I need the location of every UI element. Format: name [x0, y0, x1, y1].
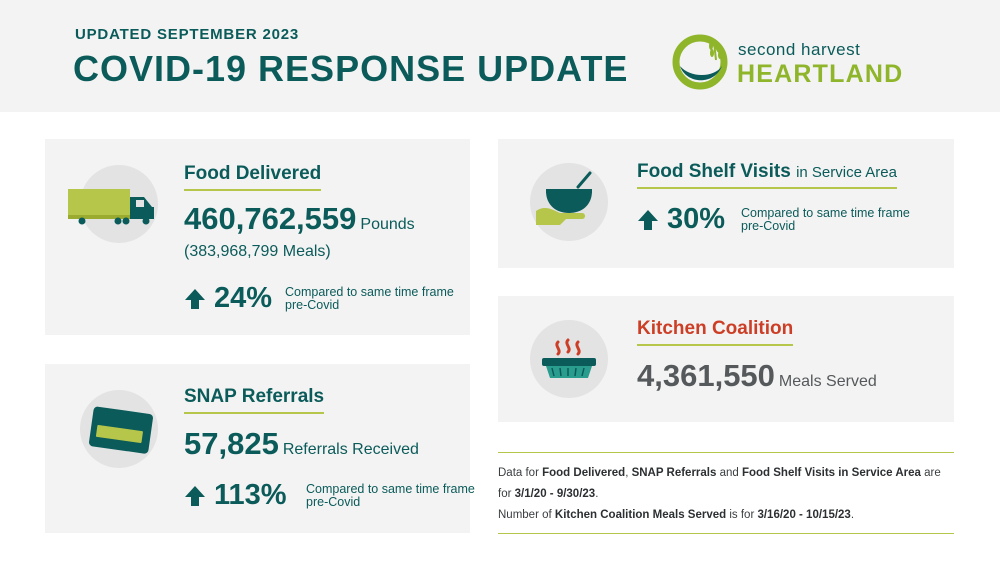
hot-dish-icon-circle [530, 320, 608, 398]
card-icon [89, 406, 153, 454]
food-shelf-visits-percent: 30% [667, 203, 726, 235]
food-delivered-change-note: Compared to same time frame pre-Covid [285, 285, 454, 312]
food-delivered-title: Food Delivered [184, 163, 322, 191]
footnote: Data for Food Delivered, SNAP Referrals … [498, 452, 954, 534]
food-delivered-meals: (383,968,799 Meals) [184, 243, 331, 260]
footnote-line-2: Number of Kitchen Coalition Meals Served… [498, 505, 954, 526]
food-shelf-visits-title: Food Shelf Visits in Service Area [637, 161, 897, 189]
snap-referrals-change-note: Compared to same time frame pre-Covid [306, 482, 475, 509]
footnote-text: Data for [498, 467, 543, 479]
page-title: COVID-19 RESPONSE UPDATE [73, 48, 629, 89]
snap-referrals-unit: Referrals Received [282, 441, 419, 458]
kitchen-coalition-number: 4,361,550 [637, 358, 775, 393]
kitchen-coalition-title: Kitchen Coalition [637, 318, 794, 346]
footnote-bold: 3/1/20 - 9/30/23 [514, 488, 596, 500]
footnote-bold: Food Delivered [542, 467, 626, 479]
food-delivered-number: 460,762,559 [184, 201, 357, 236]
footnote-text: , [625, 467, 632, 479]
snap-referrals-number: 57,825 [184, 426, 279, 461]
snap-referrals-percent: 113% [214, 479, 287, 511]
arrow-up-icon [638, 210, 658, 230]
footnote-bold: SNAP Referrals [631, 467, 717, 479]
truck-icon-circle [68, 165, 158, 243]
kitchen-coalition-value: 4,361,550 Meals Served [637, 358, 877, 394]
food-delivered-unit: Pounds [360, 216, 415, 233]
logo-mark-icon [672, 34, 728, 90]
updated-date: UPDATED SEPTEMBER 2023 [75, 26, 300, 43]
snap-referrals-change: 113% Compared to same time frame pre-Cov… [184, 479, 475, 513]
food-delivered-percent: 24% [214, 282, 273, 314]
food-shelf-visits-change-note: Compared to same time frame pre-Covid [741, 206, 910, 233]
footnote-bold: Kitchen Coalition Meals Served [554, 509, 727, 521]
arrow-up-icon [185, 486, 205, 506]
footnote-text: Number of [498, 509, 555, 521]
food-shelf-visits-change: 30% Compared to same time frame pre-Covi… [637, 203, 937, 237]
snap-referrals-value: 57,825 Referrals Received [184, 426, 419, 462]
food-delivered-value: 460,762,559 Pounds [184, 201, 415, 237]
bowl-hand-icon-circle [530, 163, 608, 241]
footnote-line-1: Data for Food Delivered, SNAP Referrals … [498, 463, 954, 505]
footnote-text: are for [498, 467, 941, 500]
food-delivered-card: Food Delivered 460,762,559 Pounds (383,96… [45, 139, 470, 335]
logo-text-top: second harvest [738, 40, 861, 59]
food-delivered-change: 24% Compared to same time frame pre-Covi… [184, 282, 464, 316]
logo: second harvest HEARTLAND [670, 34, 940, 90]
footnote-bold: Food Shelf Visits in Service Area [741, 467, 921, 479]
header: UPDATED SEPTEMBER 2023 COVID-19 RESPONSE… [0, 0, 1000, 112]
truck-icon [68, 189, 154, 225]
footnote-text: . [850, 509, 855, 521]
food-shelf-visits-card: Food Shelf Visits in Service Area 30% Co… [498, 139, 954, 268]
footnote-text: is for [726, 509, 758, 521]
arrow-up-icon [185, 289, 205, 309]
hot-dish-icon [542, 338, 596, 378]
logo-text-bottom: HEARTLAND [737, 60, 904, 88]
kitchen-coalition-card: Kitchen Coalition 4,361,550 Meals Served [498, 296, 954, 422]
food-shelf-visits-title-main: Food Shelf Visits [637, 161, 791, 182]
footnote-bold: 3/16/20 - 10/15/23 [757, 509, 851, 521]
snap-referrals-title: SNAP Referrals [184, 386, 325, 414]
kitchen-coalition-unit: Meals Served [778, 373, 877, 390]
snap-referrals-card: SNAP Referrals 57,825 Referrals Received … [45, 364, 475, 533]
card-icon-circle [80, 390, 158, 468]
footnote-text: and [716, 467, 742, 479]
bowl-hand-icon [536, 171, 592, 225]
footnote-text: . [595, 488, 599, 500]
food-shelf-visits-title-suffix: in Service Area [796, 164, 897, 181]
